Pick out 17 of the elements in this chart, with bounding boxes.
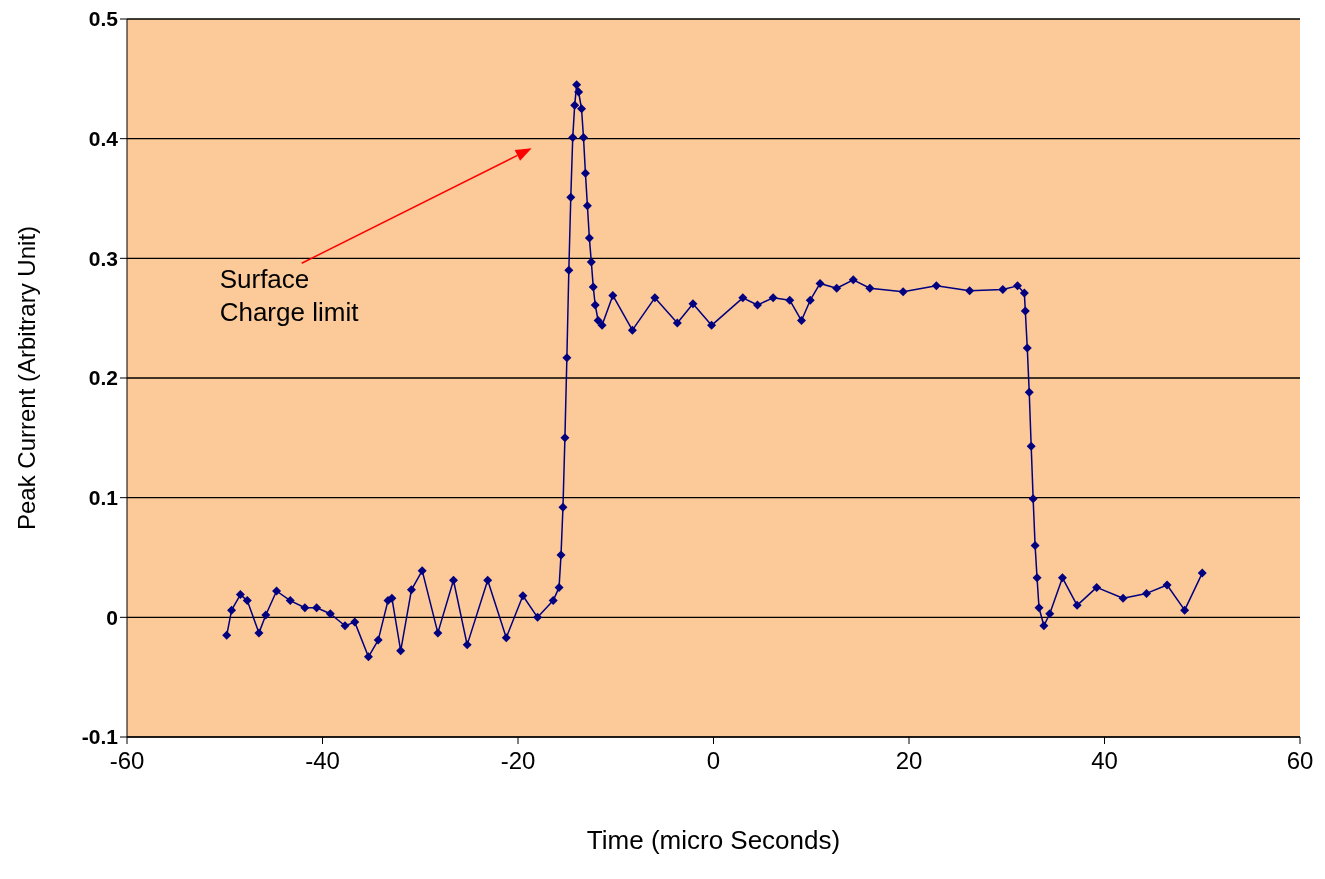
y-tick-label: -0.1 xyxy=(81,725,119,749)
x-tick-label: -20 xyxy=(500,747,536,775)
y-tick-label: 0 xyxy=(106,605,118,629)
x-tick-label: 60 xyxy=(1286,747,1314,775)
y-axis-title: Peak Current (Arbitrary Unit) xyxy=(12,225,40,531)
x-tick-label: -60 xyxy=(109,747,145,775)
x-tick-label: -40 xyxy=(305,747,340,775)
x-tick-label: 0 xyxy=(706,747,721,775)
y-tick-label: 0.5 xyxy=(88,7,119,31)
y-tick-label: 0.3 xyxy=(88,246,118,270)
x-tick-label: 20 xyxy=(895,747,923,775)
annotation: Surface Charge limit xyxy=(219,264,360,328)
x-axis-title: Time (micro Seconds) xyxy=(586,825,841,855)
y-tick-label: 0.4 xyxy=(88,127,119,151)
x-tick-label: 40 xyxy=(1091,747,1118,775)
y-tick-label: 0.1 xyxy=(88,486,119,510)
y-tick-label: 0.2 xyxy=(88,366,118,390)
